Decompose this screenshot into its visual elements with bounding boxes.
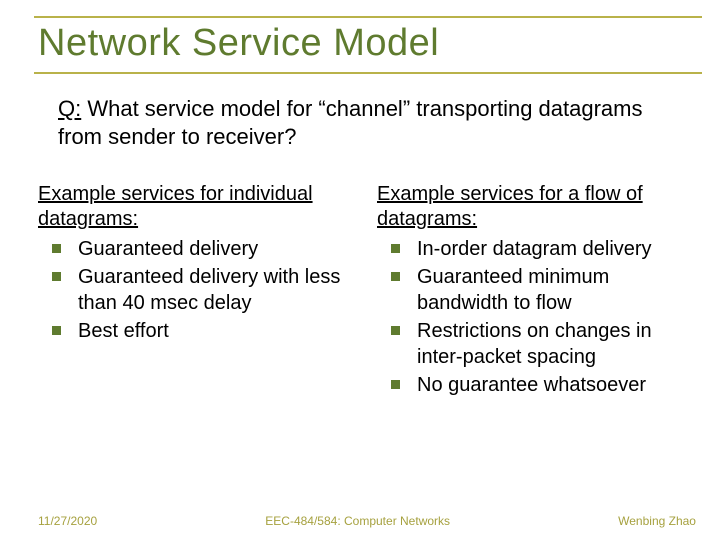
right-column: Example services for a flow of datagrams… (377, 182, 696, 400)
list-item: Guaranteed delivery (38, 236, 357, 262)
footer-date: 11/27/2020 (38, 514, 97, 528)
left-column-header: Example services for individual datagram… (38, 182, 357, 232)
slide: Network Service Model Q: What service mo… (0, 0, 720, 540)
right-bullet-list: In-order datagram deliveryGuaranteed min… (377, 236, 696, 398)
question-label: Q: (58, 96, 81, 121)
footer-course: EEC-484/584: Computer Networks (265, 514, 450, 528)
content-columns: Example services for individual datagram… (38, 182, 696, 400)
title-underline (34, 72, 702, 74)
question-text: What service model for “channel” transpo… (58, 96, 642, 149)
list-item: Guaranteed delivery with less than 40 ms… (38, 264, 357, 316)
left-column: Example services for individual datagram… (38, 182, 357, 400)
list-item: Guaranteed minimum bandwidth to flow (377, 264, 696, 316)
list-item: Best effort (38, 318, 357, 344)
list-item: Restrictions on changes in inter-packet … (377, 318, 696, 370)
footer-author: Wenbing Zhao (618, 514, 696, 528)
slide-title: Network Service Model (38, 22, 439, 65)
right-column-header: Example services for a flow of datagrams… (377, 182, 696, 232)
left-bullet-list: Guaranteed deliveryGuaranteed delivery w… (38, 236, 357, 344)
footer: 11/27/2020 EEC-484/584: Computer Network… (38, 514, 696, 528)
list-item: No guarantee whatsoever (377, 372, 696, 398)
list-item: In-order datagram delivery (377, 236, 696, 262)
top-rule (34, 16, 702, 18)
question-block: Q: What service model for “channel” tran… (58, 95, 680, 150)
